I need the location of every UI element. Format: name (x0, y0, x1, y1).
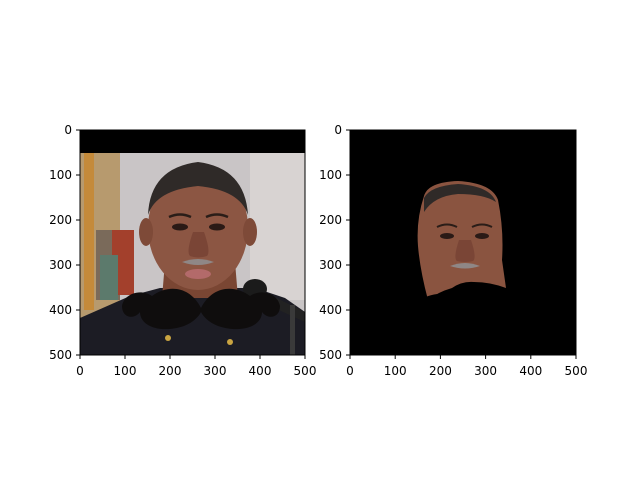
y-tick-label: 200 (319, 213, 342, 227)
y-tick-label: 100 (49, 168, 72, 182)
y-tick-label: 500 (319, 348, 342, 362)
left-image (80, 130, 305, 355)
y-tick-label: 400 (49, 303, 72, 317)
y-tick-label: 200 (49, 213, 72, 227)
x-tick-label: 300 (474, 364, 497, 378)
left-ticks: 0 100 200 300 400 500 0 100 200 300 400 500 (49, 123, 316, 378)
x-tick-label: 400 (249, 364, 272, 378)
y-tick-label: 300 (49, 258, 72, 272)
x-tick-label: 100 (384, 364, 407, 378)
y-tick-label: 300 (319, 258, 342, 272)
left-axes: 0 100 200 300 400 500 0 100 200 300 400 500 (49, 123, 316, 378)
x-tick-label: 300 (204, 364, 227, 378)
right-axes-frame (349, 129, 577, 356)
mustache-overlay (122, 288, 280, 330)
x-tick-label: 500 (294, 364, 317, 378)
x-tick-label: 0 (346, 364, 354, 378)
left-axes-frame (79, 129, 306, 356)
y-tick-label: 100 (319, 168, 342, 182)
right-axes: 0 100 200 300 400 500 0 100 200 300 400 500 (319, 123, 587, 378)
x-tick-label: 200 (429, 364, 452, 378)
right-image (350, 130, 576, 355)
x-tick-label: 500 (565, 364, 588, 378)
y-tick-label: 400 (319, 303, 342, 317)
x-tick-label: 200 (159, 364, 182, 378)
x-tick-label: 0 (76, 364, 84, 378)
y-tick-label: 0 (334, 123, 342, 137)
right-ticks: 0 100 200 300 400 500 0 100 200 300 400 500 (319, 123, 587, 378)
y-tick-label: 500 (49, 348, 72, 362)
x-tick-label: 400 (519, 364, 542, 378)
x-tick-label: 100 (114, 364, 137, 378)
y-tick-label: 0 (64, 123, 72, 137)
